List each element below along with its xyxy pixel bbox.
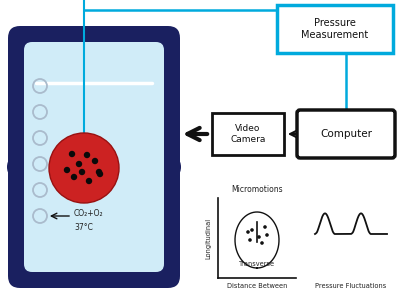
Circle shape	[265, 233, 269, 237]
FancyBboxPatch shape	[24, 42, 164, 272]
Text: Longitudinal: Longitudinal	[205, 217, 211, 259]
Circle shape	[257, 235, 261, 239]
Circle shape	[250, 228, 254, 232]
Text: Transverse: Transverse	[239, 261, 275, 267]
Circle shape	[246, 230, 250, 234]
Circle shape	[49, 133, 119, 203]
FancyBboxPatch shape	[212, 113, 284, 155]
Text: Distance Between
Points (μm): Distance Between Points (μm)	[227, 283, 287, 288]
Circle shape	[69, 151, 75, 157]
FancyBboxPatch shape	[8, 26, 180, 288]
Circle shape	[260, 241, 264, 245]
Circle shape	[79, 169, 85, 175]
Text: Pressure Fluctuations
(cmH₂O): Pressure Fluctuations (cmH₂O)	[315, 283, 387, 288]
Circle shape	[64, 167, 70, 173]
Circle shape	[96, 169, 102, 175]
Text: Micromotions: Micromotions	[231, 185, 283, 194]
Circle shape	[248, 238, 252, 242]
Text: Video
Camera: Video Camera	[230, 124, 266, 144]
FancyBboxPatch shape	[297, 110, 395, 158]
Text: CO₂+O₂: CO₂+O₂	[74, 209, 103, 217]
Ellipse shape	[7, 154, 29, 180]
Circle shape	[84, 152, 90, 158]
Circle shape	[71, 174, 77, 180]
Circle shape	[263, 225, 267, 229]
Circle shape	[92, 158, 98, 164]
Ellipse shape	[159, 154, 181, 180]
Text: Pressure
Measurement: Pressure Measurement	[302, 18, 369, 40]
Circle shape	[86, 178, 92, 184]
Circle shape	[97, 171, 103, 177]
FancyBboxPatch shape	[277, 5, 393, 53]
Circle shape	[76, 161, 82, 167]
Text: 37°C: 37°C	[74, 223, 93, 232]
Text: Computer: Computer	[320, 129, 372, 139]
